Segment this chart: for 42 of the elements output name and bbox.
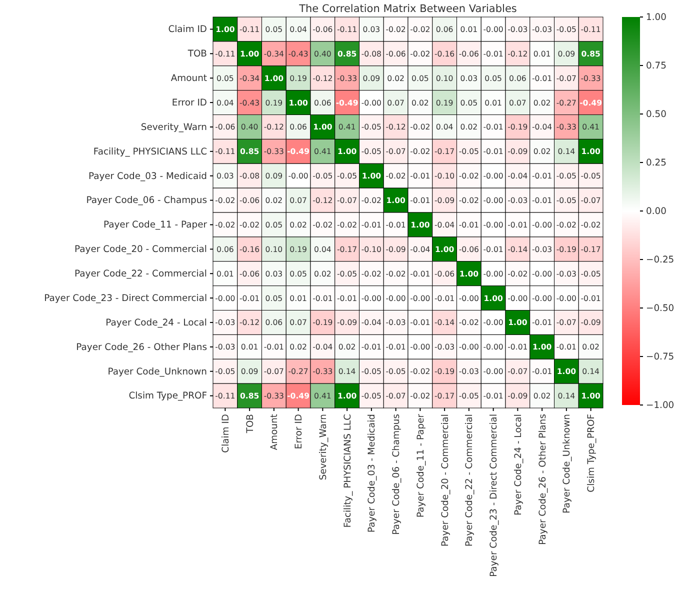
y-tick-label: Clsim Type_PROF bbox=[128, 390, 207, 402]
color-bar-label: −0.25 bbox=[646, 254, 674, 266]
color-bar-label: −0.75 bbox=[646, 351, 674, 362]
x-tick-label: Payer Code_11 - Paper bbox=[415, 414, 426, 518]
x-tick-label: Amount bbox=[269, 414, 280, 450]
color-bar-label: 0.00 bbox=[646, 206, 667, 217]
y-tick-label: Payer Code_24 - Local bbox=[106, 317, 207, 328]
y-tick-label: Facility_ PHYSICIANS LLC bbox=[93, 146, 207, 158]
color-bar-label: −0.50 bbox=[646, 302, 674, 314]
y-tick-label: Payer Code_11 - Paper bbox=[103, 220, 208, 231]
y-tick-label: Payer Code_Unknown bbox=[108, 366, 208, 378]
x-tick-label: Claim ID bbox=[220, 414, 232, 453]
y-tick-label: Payer Code_06 - Champus bbox=[86, 195, 208, 206]
x-tick-label: Facility_ PHYSICIANS LLC bbox=[342, 414, 354, 528]
x-tick-label: Payer Code_24 - Local bbox=[512, 414, 524, 516]
y-tick-label: Payer Code_23 - Direct Commercial bbox=[44, 292, 207, 304]
color-bar-label: 0.50 bbox=[646, 108, 667, 120]
x-tick-label: Payer Code_03 - Medicaid bbox=[366, 414, 378, 533]
color-bar-label: 1.00 bbox=[646, 12, 667, 23]
color-bar-label: −1.00 bbox=[646, 400, 674, 411]
color-bar-label: 0.25 bbox=[646, 157, 667, 168]
y-tick-label: Payer Code_26 - Other Plans bbox=[76, 342, 208, 353]
x-tick-label: Payer Code_23 - Direct Commercial bbox=[488, 414, 500, 577]
y-tick-label: TOB bbox=[186, 48, 207, 60]
x-tick-label: Error ID bbox=[294, 414, 305, 450]
y-tick-label: Payer Code_20 - Commercial bbox=[74, 244, 207, 256]
color-bar-label: 0.75 bbox=[646, 60, 667, 72]
y-tick-label: Payer Code_03 - Medicaid bbox=[88, 170, 207, 182]
x-tick-label: TOB bbox=[244, 414, 256, 434]
x-tick-label: Payer Code_20 - Commercial bbox=[440, 414, 451, 546]
y-tick-label: Payer Code_22 - Commercial bbox=[74, 268, 207, 280]
x-tick-label: Payer Code_22 - Commercial bbox=[464, 414, 476, 546]
y-tick-label: Amount bbox=[170, 73, 208, 84]
x-tick-label: Payer Code_Unknown bbox=[562, 414, 573, 514]
x-tick-label: Payer Code_26 - Other Plans bbox=[537, 414, 548, 545]
y-tick-label: Severity_Warn bbox=[140, 122, 208, 133]
chart-title: The Correlation Matrix Between Variables bbox=[298, 3, 517, 15]
y-tick-label: Claim ID bbox=[168, 24, 207, 36]
x-tick-label: Payer Code_06 - Champus bbox=[391, 414, 402, 535]
x-tick-label: Clsim Type_PROF bbox=[586, 414, 598, 492]
x-tick-label: Severity_Warn bbox=[318, 414, 329, 480]
y-tick-label: Error ID bbox=[172, 97, 207, 108]
